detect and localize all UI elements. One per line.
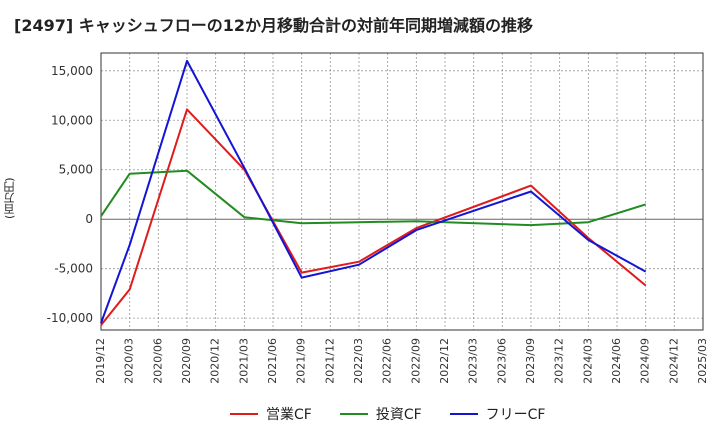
x-tick-label: 2019/12: [94, 338, 107, 384]
plot-frame: [100, 52, 704, 331]
x-tick-label: 2021/12: [323, 338, 336, 384]
x-tick-label: 2023/03: [467, 338, 480, 384]
x-tick-label: 2024/09: [639, 338, 652, 384]
x-tick-label: 2024/06: [610, 338, 623, 384]
chart-legend: 営業CF 投資CF フリーCF: [230, 404, 545, 424]
x-tick-label: 2021/03: [237, 338, 250, 384]
x-tick-label: 2022/06: [381, 338, 394, 384]
plot-area: [101, 53, 703, 330]
x-tick-label: 2020/09: [180, 338, 193, 384]
legend-item: 営業CF: [230, 404, 312, 424]
x-tick-label: 2023/12: [553, 338, 566, 384]
legend-swatch: [230, 413, 258, 415]
legend-item: 投資CF: [339, 404, 422, 424]
x-tick-label: 2023/09: [524, 338, 537, 384]
x-tick-label: 2022/03: [352, 338, 365, 384]
x-tick-label: 2020/03: [123, 338, 136, 384]
legend-label: 投資CF: [375, 407, 422, 423]
x-tick-label: 2023/06: [495, 338, 508, 384]
legend-swatch: [449, 413, 478, 415]
x-tick-label: 2022/12: [438, 338, 451, 384]
series-line: [100, 108, 647, 326]
chart-title: [2497] キャッシュフローの12か月移動合計の対前年同期増減額の推移: [14, 16, 533, 35]
x-tick-label: 2024/03: [581, 338, 594, 384]
x-tick-label: 2021/06: [266, 338, 279, 384]
x-tick-label: 2021/09: [295, 338, 308, 384]
series-line: [100, 59, 647, 324]
x-tick-label: 2022/09: [409, 338, 422, 384]
legend-label: フリーCF: [485, 407, 546, 423]
legend-swatch: [339, 413, 368, 415]
x-tick-label: 2024/12: [667, 338, 680, 384]
legend-item: フリーCF: [449, 404, 546, 424]
y-tick-label: -5,000: [54, 262, 93, 276]
x-tick-label: 2025/03: [696, 338, 709, 384]
y-tick-label: 15,000: [51, 64, 93, 78]
legend-label: 営業CF: [266, 407, 312, 423]
x-tick-label: 2020/12: [209, 338, 222, 384]
y-tick-label: 10,000: [51, 113, 93, 127]
y-tick-label: -10,000: [47, 311, 93, 325]
x-tick-label: 2020/06: [151, 338, 164, 384]
y-tick-label: 5,000: [59, 163, 93, 177]
series-line: [100, 169, 646, 227]
y-tick-label: 0: [85, 212, 93, 226]
